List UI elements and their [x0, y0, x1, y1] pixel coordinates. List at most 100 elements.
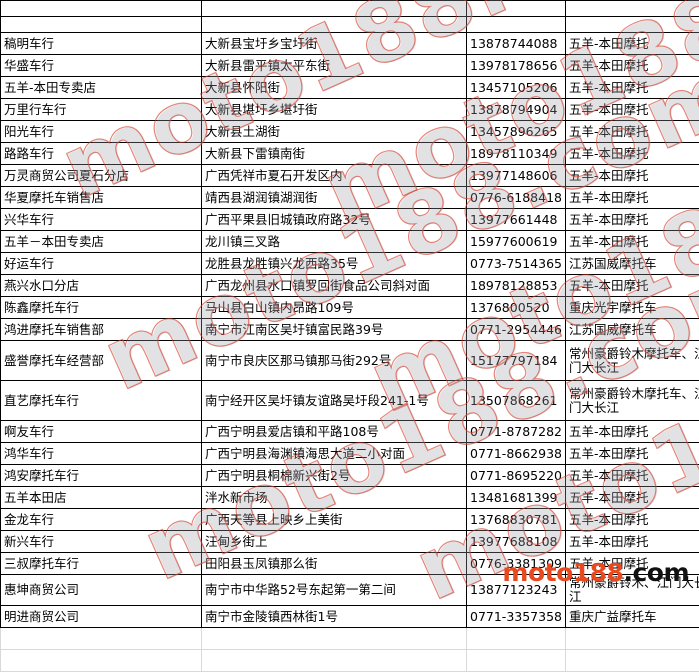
dealer-phone-cell[interactable]: 18978128853: [467, 275, 566, 297]
dealer-brand-cell[interactable]: 五羊-本田摩托: [566, 487, 699, 509]
dealer-name-cell[interactable]: 三叔摩托车行: [1, 553, 202, 575]
dealer-address-cell[interactable]: 泮水新市场: [202, 487, 467, 509]
dealer-address-cell[interactable]: 大新县堪圩乡堪圩街: [202, 99, 467, 121]
dealer-phone-cell[interactable]: 15177797184: [467, 341, 566, 381]
dealer-phone-cell[interactable]: 0771-8695220: [467, 465, 566, 487]
dealer-address-cell[interactable]: 广西龙州县水口镇罗回街食品公司斜对面: [202, 275, 467, 297]
dealer-name-cell[interactable]: 五羊本田店: [1, 487, 202, 509]
table-row-empty[interactable]: [1, 628, 699, 650]
dealer-name-cell[interactable]: 新兴车行: [1, 531, 202, 553]
table-cell-empty[interactable]: [1, 650, 202, 672]
dealer-address-cell[interactable]: 广西天等县上映乡上美街: [202, 509, 467, 531]
dealer-phone-cell[interactable]: 13878744088: [467, 33, 566, 55]
table-cell-empty[interactable]: [566, 628, 699, 650]
table-cell[interactable]: [566, 17, 699, 33]
dealer-address-cell[interactable]: 大新县土湖街: [202, 121, 467, 143]
dealer-address-cell[interactable]: 广西宁明县海渊镇海思大道二小对面: [202, 443, 467, 465]
dealer-name-cell[interactable]: 盛誉摩托车经营部: [1, 341, 202, 381]
dealer-name-cell[interactable]: 惠坤商贸公司: [1, 575, 202, 606]
dealer-address-cell[interactable]: 广西凭祥市夏石开发区内: [202, 165, 467, 187]
dealer-phone-cell[interactable]: 0776-6188418: [467, 187, 566, 209]
table-cell-empty[interactable]: [1, 628, 202, 650]
dealer-address-cell[interactable]: 龙胜县龙胜镇兴龙西路35号: [202, 253, 467, 275]
dealer-name-cell[interactable]: 陈鑫摩托车行: [1, 297, 202, 319]
dealer-phone-cell[interactable]: 13878794904: [467, 99, 566, 121]
dealer-brand-cell[interactable]: 五羊-本田摩托: [566, 443, 699, 465]
dealer-name-cell[interactable]: 路路车行: [1, 143, 202, 165]
dealer-address-cell[interactable]: 大新县下雷镇南街: [202, 143, 467, 165]
dealer-address-cell[interactable]: 大新县宝圩乡宝圩街: [202, 33, 467, 55]
table-row[interactable]: [1, 1, 699, 17]
dealer-name-cell[interactable]: 直艺摩托车行: [1, 381, 202, 421]
dealer-brand-cell[interactable]: 重庆广益摩托车: [566, 606, 699, 628]
dealer-brand-cell[interactable]: 重庆光宇摩托车: [566, 297, 699, 319]
dealer-address-cell[interactable]: 南宁市良庆区那马镇那马街292号: [202, 341, 467, 381]
dealer-brand-cell[interactable]: 五羊-本田摩托: [566, 165, 699, 187]
dealer-address-cell[interactable]: 龙川镇三叉路: [202, 231, 467, 253]
dealer-brand-cell[interactable]: 江苏国威摩托车: [566, 253, 699, 275]
dealer-brand-cell[interactable]: 常州豪爵铃木摩托车、江门大长江: [566, 341, 699, 381]
dealer-name-cell[interactable]: 五羊－本田专卖店: [1, 231, 202, 253]
dealer-name-cell[interactable]: 啊友车行: [1, 421, 202, 443]
table-cell-empty[interactable]: [566, 650, 699, 672]
table-row-empty[interactable]: [1, 650, 699, 672]
dealer-name-cell[interactable]: 燕兴水口分店: [1, 275, 202, 297]
dealer-address-cell[interactable]: 田阳县玉凤镇那么街: [202, 553, 467, 575]
table-row[interactable]: [1, 17, 699, 33]
dealer-brand-cell[interactable]: 五羊-本田摩托: [566, 421, 699, 443]
dealer-phone-cell[interactable]: 0773-7514365: [467, 253, 566, 275]
table-cell-empty[interactable]: [467, 650, 566, 672]
dealer-phone-cell[interactable]: 13978178656: [467, 55, 566, 77]
table-cell[interactable]: [202, 1, 467, 17]
dealer-address-cell[interactable]: 广西宁明县爱店镇和平路108号: [202, 421, 467, 443]
dealer-name-cell[interactable]: 五羊-本田专卖店: [1, 77, 202, 99]
dealer-name-cell[interactable]: 鸿进摩托车销售部: [1, 319, 202, 341]
dealer-brand-cell[interactable]: 五羊-本田摩托: [566, 121, 699, 143]
dealer-phone-cell[interactable]: 0771-8662938: [467, 443, 566, 465]
dealer-address-cell[interactable]: 马山县白山镇内昂路109号: [202, 297, 467, 319]
dealer-brand-cell[interactable]: 五羊-本田摩托: [566, 33, 699, 55]
dealer-phone-cell[interactable]: 0771-8787282: [467, 421, 566, 443]
dealer-address-cell[interactable]: 大新县雷平镇太平东街: [202, 55, 467, 77]
table-cell[interactable]: [202, 17, 467, 33]
dealer-address-cell[interactable]: 南宁市中华路52号东起第一第二间: [202, 575, 467, 606]
table-cell-empty[interactable]: [202, 628, 467, 650]
dealer-name-cell[interactable]: 华夏摩托车销售店: [1, 187, 202, 209]
dealer-phone-cell[interactable]: 0771-3357358: [467, 606, 566, 628]
dealer-brand-cell[interactable]: 五羊-本田摩托: [566, 77, 699, 99]
dealer-address-cell[interactable]: 广西平果县旧城镇政府路32号: [202, 209, 467, 231]
table-cell[interactable]: [1, 1, 202, 17]
dealer-phone-cell[interactable]: 1376800520: [467, 297, 566, 319]
dealer-brand-cell[interactable]: 五羊-本田摩托: [566, 209, 699, 231]
dealer-name-cell[interactable]: 明进商贸公司: [1, 606, 202, 628]
dealer-name-cell[interactable]: 好运车行: [1, 253, 202, 275]
table-cell[interactable]: [1, 17, 202, 33]
dealer-brand-cell[interactable]: 五羊-本田摩托: [566, 187, 699, 209]
dealer-phone-cell[interactable]: 18978110349: [467, 143, 566, 165]
dealer-phone-cell[interactable]: 15977600619: [467, 231, 566, 253]
dealer-name-cell[interactable]: 兴华车行: [1, 209, 202, 231]
dealer-brand-cell[interactable]: 五羊-本田摩托: [566, 143, 699, 165]
dealer-brand-cell[interactable]: 五羊-本田摩托: [566, 275, 699, 297]
dealer-brand-cell[interactable]: 五羊-本田摩托: [566, 55, 699, 77]
dealer-address-cell[interactable]: 南宁市江南区吴圩镇富民路39号: [202, 319, 467, 341]
dealer-phone-cell[interactable]: 13768830781: [467, 509, 566, 531]
